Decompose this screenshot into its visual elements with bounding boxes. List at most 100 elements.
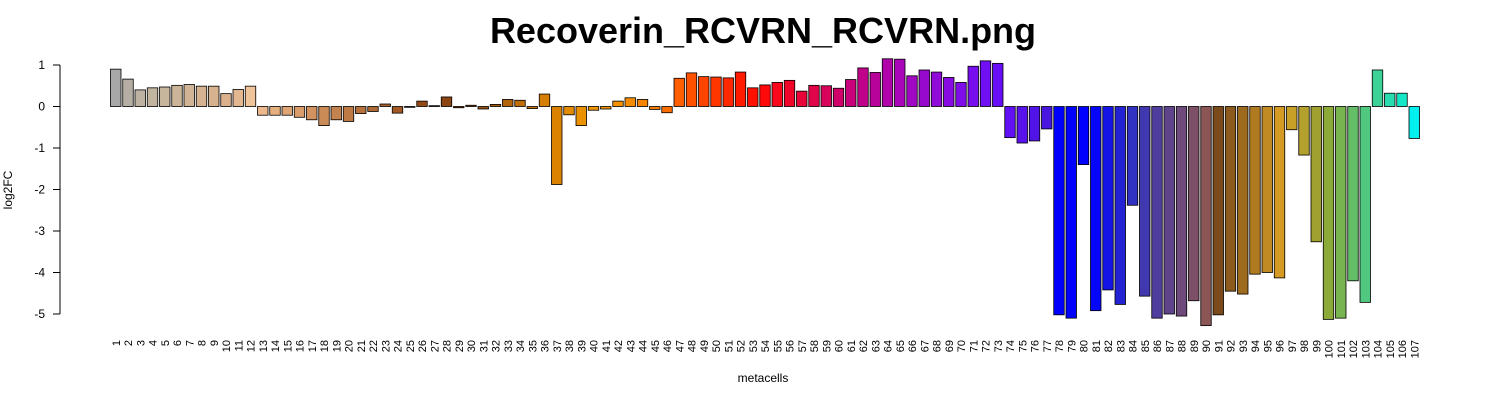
x-tick-label: 33 <box>503 340 515 352</box>
bar-metacell-102 <box>1347 106 1359 282</box>
bar-metacell-62 <box>857 67 869 107</box>
x-tick-label: 27 <box>429 340 441 352</box>
x-tick-label: 55 <box>772 340 784 352</box>
y-tick-label: 1 <box>38 58 45 72</box>
bar-metacell-82 <box>1102 106 1114 291</box>
x-tick-label: 9 <box>209 340 221 346</box>
bar-metacell-55 <box>771 82 783 107</box>
bar-metacell-32 <box>489 104 502 107</box>
x-tick-label: 63 <box>870 340 882 352</box>
bar-metacell-84 <box>1126 106 1139 206</box>
bar-metacell-40 <box>587 106 600 111</box>
bar-metacell-38 <box>563 106 575 116</box>
x-tick-label: 65 <box>895 340 907 352</box>
y-tick-label: 0 <box>38 100 45 114</box>
bar-metacell-6 <box>171 84 183 107</box>
x-tick-label: 25 <box>405 340 417 352</box>
bar-metacell-43 <box>624 97 636 107</box>
bar-metacell-70 <box>955 82 967 107</box>
x-tick-label: 48 <box>687 340 699 352</box>
y-tick-label: -1 <box>34 141 45 155</box>
x-tick-label: 105 <box>1385 340 1397 358</box>
bar-metacell-89 <box>1188 106 1200 302</box>
bar-metacell-47 <box>673 77 685 107</box>
x-tick-label: 101 <box>1336 340 1348 358</box>
bar-metacell-107 <box>1408 106 1420 139</box>
x-tick-label: 90 <box>1201 340 1213 352</box>
x-tick-label: 43 <box>625 340 637 352</box>
bar-metacell-79 <box>1065 106 1077 319</box>
bar-metacell-33 <box>502 99 514 107</box>
bar-metacell-16 <box>293 106 306 118</box>
x-tick-label: 61 <box>846 340 858 352</box>
x-tick-label: 75 <box>1017 340 1029 352</box>
bar-metacell-5 <box>159 86 171 107</box>
x-tick-label: 16 <box>295 340 307 352</box>
bar-metacell-81 <box>1090 106 1102 312</box>
bar-metacell-4 <box>146 87 159 107</box>
bar-metacell-2 <box>122 78 134 107</box>
x-tick-label: 51 <box>723 340 735 352</box>
bar-metacell-10 <box>220 93 232 107</box>
bar-metacell-73 <box>992 62 1004 107</box>
bar-metacell-66 <box>906 75 918 107</box>
x-tick-label: 4 <box>148 340 160 346</box>
bar-metacell-75 <box>1016 106 1028 144</box>
x-tick-label: 44 <box>638 340 650 352</box>
x-tick-label: 31 <box>478 340 490 352</box>
x-tick-label: 57 <box>797 340 809 352</box>
bar-metacell-54 <box>759 84 771 107</box>
bar-metacell-85 <box>1139 106 1151 297</box>
bar-metacell-72 <box>979 60 992 107</box>
x-tick-label: 18 <box>319 340 331 352</box>
bar-metacell-30 <box>465 104 477 107</box>
bar-metacell-46 <box>661 106 673 114</box>
bar-metacell-24 <box>391 106 404 114</box>
bar-metacell-42 <box>612 100 624 107</box>
bar-metacell-98 <box>1298 106 1310 156</box>
x-tick-label: 103 <box>1360 340 1372 358</box>
x-tick-label: 78 <box>1054 340 1066 352</box>
bar-metacell-90 <box>1200 106 1212 327</box>
x-tick-label: 23 <box>380 340 392 352</box>
bar-metacell-76 <box>1028 106 1041 142</box>
x-tick-label: 81 <box>1091 340 1103 352</box>
bar-metacell-93 <box>1237 106 1249 295</box>
x-tick-label: 1 <box>111 340 123 346</box>
bar-metacell-77 <box>1041 106 1053 130</box>
bar-metacell-25 <box>404 106 416 108</box>
bar-metacell-78 <box>1053 106 1065 316</box>
x-tick-label: 2 <box>123 340 135 346</box>
bar-metacell-63 <box>869 72 881 107</box>
bar-metacell-101 <box>1335 106 1347 319</box>
bar-metacell-1 <box>110 68 122 107</box>
x-tick-label: 46 <box>662 340 674 352</box>
x-tick-label: 30 <box>466 340 478 352</box>
bar-metacell-36 <box>538 93 551 107</box>
x-tick-label: 98 <box>1299 340 1311 352</box>
x-tick-label: 83 <box>1115 340 1127 352</box>
bar-metacell-88 <box>1175 106 1188 317</box>
x-tick-label: 54 <box>760 340 772 352</box>
bar-metacell-14 <box>269 106 281 116</box>
bar-metacell-9 <box>208 85 220 107</box>
bar-metacell-97 <box>1286 106 1298 131</box>
bar-metacell-11 <box>232 89 244 107</box>
bar-metacell-100 <box>1322 106 1335 320</box>
x-tick-label: 37 <box>552 340 564 352</box>
y-tick-label: -4 <box>34 266 45 280</box>
bar-metacell-29 <box>453 106 465 109</box>
x-tick-label: 89 <box>1189 340 1201 352</box>
x-tick-label: 95 <box>1262 340 1274 352</box>
x-tick-label: 76 <box>1030 340 1042 352</box>
x-tick-label: 13 <box>258 340 270 352</box>
bar-metacell-20 <box>342 106 355 122</box>
bar-metacell-83 <box>1114 106 1126 305</box>
bar-metacell-69 <box>943 77 955 107</box>
x-tick-label: 59 <box>821 340 833 352</box>
bar-metacell-13 <box>257 106 269 116</box>
x-tick-label: 26 <box>417 340 429 352</box>
bars <box>110 58 1420 327</box>
bar-metacell-65 <box>894 58 906 107</box>
x-tick-label: 10 <box>221 340 233 352</box>
